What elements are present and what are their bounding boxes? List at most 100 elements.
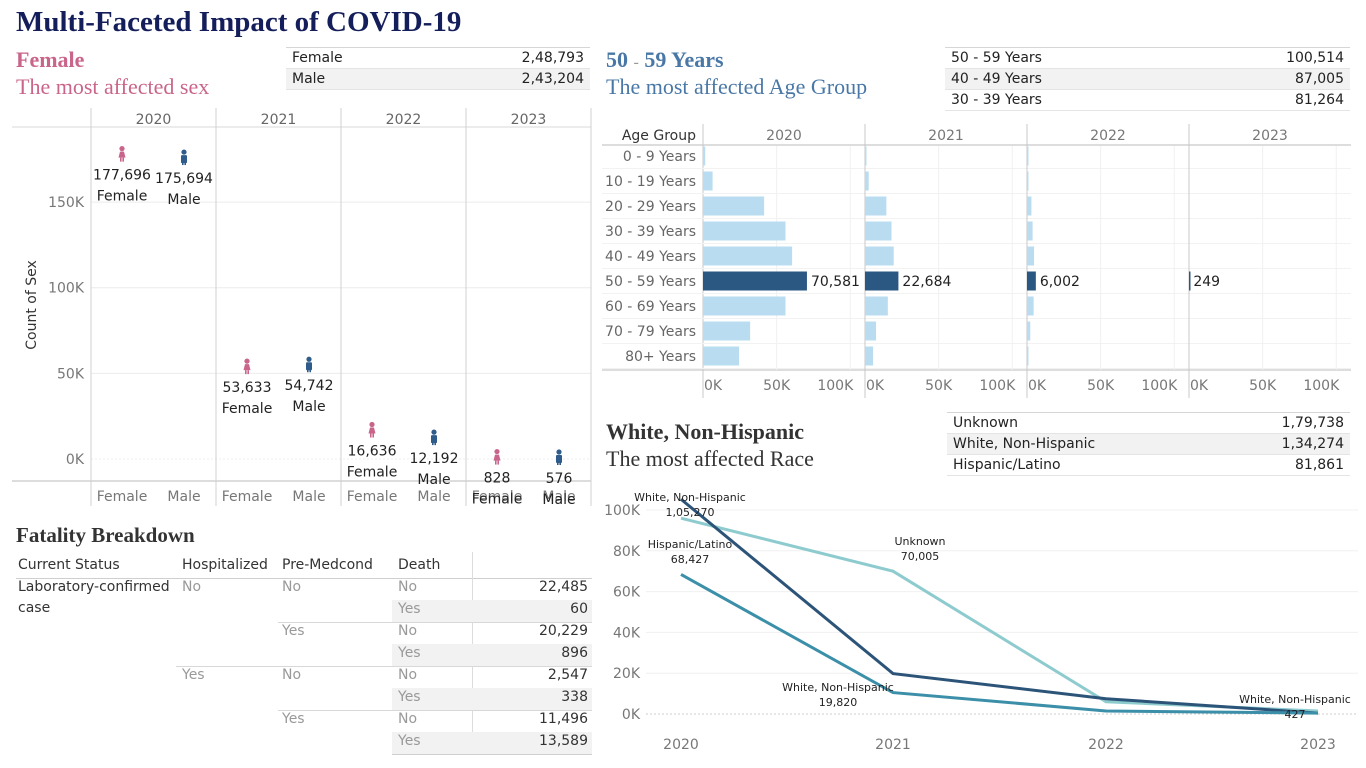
x-tick-label: 2021 bbox=[875, 737, 911, 753]
header-hospitalized: Hospitalized bbox=[182, 557, 268, 573]
x-category-label: Female bbox=[347, 489, 398, 505]
table-rule bbox=[392, 754, 592, 755]
icon-dress bbox=[493, 454, 501, 461]
cell-death: No bbox=[398, 667, 418, 683]
year-header: 2023 bbox=[511, 112, 547, 128]
cell-death: No bbox=[398, 623, 418, 639]
data-value-label: 576 bbox=[546, 471, 573, 487]
female-person-icon bbox=[118, 146, 126, 162]
row-value: 100,514 bbox=[1286, 50, 1344, 66]
y-tick-label: 50K bbox=[57, 366, 85, 382]
age-bar bbox=[1027, 321, 1031, 341]
female-person-icon bbox=[493, 448, 501, 465]
age-group-label: 20 - 29 Years bbox=[605, 199, 696, 215]
x-tick-label: 100K bbox=[817, 378, 854, 394]
age-bar bbox=[865, 246, 894, 266]
table-rule bbox=[278, 710, 592, 711]
age-group-label: 30 - 39 Years bbox=[605, 224, 696, 240]
race-line bbox=[680, 573, 1319, 715]
race-kpi-top: White, Non-Hispanic bbox=[606, 419, 805, 444]
x-tick-label: 2020 bbox=[663, 737, 699, 753]
age-bar bbox=[1027, 171, 1029, 191]
status-line-2: case bbox=[18, 600, 51, 616]
cell-death: Yes bbox=[398, 601, 421, 617]
race-line bbox=[680, 498, 1319, 715]
icon-head bbox=[244, 358, 250, 364]
row-value: 1,34,274 bbox=[1281, 436, 1344, 452]
data-value-label: 828 bbox=[484, 471, 511, 487]
icon-leg bbox=[120, 157, 122, 162]
age-bar bbox=[703, 246, 793, 266]
line-annotation: Hispanic/Latino bbox=[648, 538, 733, 551]
age-summary-row: 40 - 49 Years 87,005 bbox=[945, 69, 1350, 90]
row-value: 81,861 bbox=[1295, 457, 1344, 473]
y-tick-label: 20K bbox=[613, 666, 641, 682]
cell-death: No bbox=[398, 579, 418, 595]
x-category-label: Male bbox=[292, 489, 325, 505]
x-category-label: Female bbox=[97, 489, 148, 505]
icon-leg bbox=[497, 460, 499, 465]
age-summary-row: 50 - 59 Years 100,514 bbox=[945, 48, 1350, 69]
female-person-icon bbox=[243, 358, 251, 375]
x-tick-label: 0K bbox=[704, 378, 723, 394]
bar-value-label: 22,684 bbox=[902, 274, 951, 290]
data-value-label: 175,694 bbox=[155, 171, 213, 187]
race-kpi-subtitle: The most affected Race bbox=[606, 446, 814, 471]
icon-head bbox=[369, 421, 375, 428]
sex-by-year-chart: 0K 50K 100K 150K Count of Sex 2020 Female 177,6… bbox=[12, 108, 592, 508]
female-person-icon bbox=[368, 421, 376, 438]
cell-count: 896 bbox=[561, 645, 588, 661]
icon-body bbox=[431, 435, 437, 444]
row-label: 50 - 59 Years bbox=[951, 50, 1042, 66]
line-annotation: White, Non-Hispanic bbox=[782, 681, 894, 694]
row-value: 81,264 bbox=[1295, 92, 1344, 108]
header-pre-medcond: Pre-Medcond bbox=[282, 557, 373, 573]
y-tick-label: 100K bbox=[604, 503, 641, 519]
race-line bbox=[680, 516, 1319, 713]
header-death: Death bbox=[398, 557, 441, 573]
x-tick-label: 50K bbox=[1087, 378, 1115, 394]
cell-count: 338 bbox=[561, 689, 588, 705]
row-band bbox=[392, 732, 592, 754]
data-category-label: Male bbox=[417, 472, 450, 488]
data-value-label: 12,192 bbox=[410, 451, 459, 467]
age-group-label: 50 - 59 Years bbox=[605, 274, 696, 290]
sex-summary-table: Female 2,48,793 Male 2,43,204 bbox=[286, 47, 590, 92]
x-tick-label: 50K bbox=[925, 378, 953, 394]
age-group-label: 10 - 19 Years bbox=[605, 174, 696, 190]
header-current-status: Current Status bbox=[18, 557, 120, 573]
row-label: Female bbox=[292, 50, 343, 66]
icon-leg bbox=[370, 433, 372, 438]
race-summary-table: Unknown 1,79,738 White, Non-Hispanic 1,34,… bbox=[947, 412, 1350, 477]
y-tick-label: 60K bbox=[613, 585, 641, 601]
row-value: 2,43,204 bbox=[521, 71, 584, 87]
icon-leg bbox=[245, 370, 247, 375]
year-header: 2022 bbox=[386, 112, 422, 128]
x-tick-label: 0K bbox=[1190, 378, 1209, 394]
row-label: 40 - 49 Years bbox=[951, 71, 1042, 87]
age-summary-row: 30 - 39 Years 81,264 bbox=[945, 90, 1350, 111]
cell-pre-medcond: No bbox=[282, 579, 302, 595]
cell-count: 20,229 bbox=[539, 623, 588, 639]
cell-pre-medcond: Yes bbox=[282, 711, 305, 727]
row-band bbox=[392, 600, 592, 622]
icon-leg bbox=[434, 441, 436, 446]
year-header: 2021 bbox=[261, 112, 297, 128]
age-group-label: 0 - 9 Years bbox=[623, 149, 696, 165]
cell-count: 22,485 bbox=[539, 579, 588, 595]
table-rule bbox=[278, 622, 592, 623]
age-bar bbox=[865, 196, 887, 216]
x-tick-label: 0K bbox=[1028, 378, 1047, 394]
cell-count: 13,589 bbox=[539, 733, 588, 749]
y-tick-label: 100K bbox=[48, 281, 85, 297]
icon-leg bbox=[559, 461, 561, 466]
x-category-label: Male bbox=[167, 489, 200, 505]
cell-death: No bbox=[398, 711, 418, 727]
age-bar bbox=[1027, 246, 1035, 266]
icon-head bbox=[494, 448, 500, 455]
race-summary-row: Hispanic/Latino 81,861 bbox=[947, 455, 1350, 476]
race-summary-row: White, Non-Hispanic 1,34,274 bbox=[947, 434, 1350, 455]
row-band bbox=[392, 644, 592, 666]
icon-body bbox=[181, 155, 187, 164]
data-value-label: 53,633 bbox=[223, 380, 272, 396]
